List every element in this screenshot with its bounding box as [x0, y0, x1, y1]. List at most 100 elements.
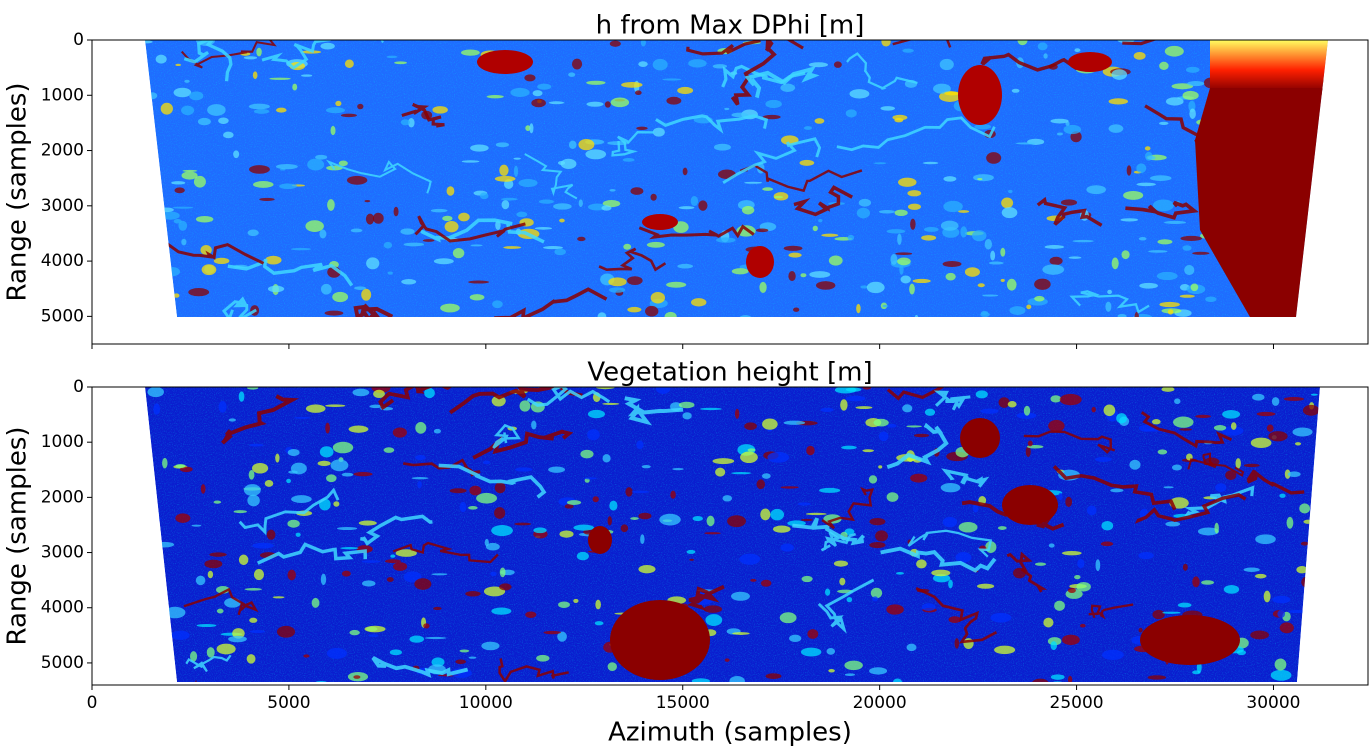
- image-texture: [145, 218, 151, 231]
- image-texture: [586, 101, 604, 107]
- image-texture: [780, 83, 796, 92]
- image-texture: [1164, 220, 1187, 225]
- image-texture: [974, 124, 992, 130]
- image-texture: [341, 472, 354, 477]
- image-texture: [338, 160, 348, 167]
- image-texture: [386, 577, 394, 583]
- image-texture: [372, 212, 384, 224]
- image-texture: [958, 521, 978, 533]
- image-texture: [1179, 294, 1195, 298]
- image-texture: [172, 206, 194, 209]
- image-texture: [482, 460, 491, 465]
- image-texture: [700, 407, 722, 411]
- image-texture: [869, 517, 886, 526]
- image-texture: [670, 490, 676, 499]
- image-texture: [886, 492, 899, 502]
- image-texture: [882, 304, 889, 308]
- image-texture: [1266, 424, 1274, 432]
- image-texture: [424, 387, 435, 399]
- image-texture: [886, 229, 906, 234]
- image-texture: [554, 248, 566, 256]
- image-texture: [1167, 309, 1174, 315]
- image-texture: [1243, 463, 1260, 468]
- image-texture: [191, 524, 202, 527]
- image-texture: [994, 645, 1016, 655]
- image-texture: [559, 218, 565, 223]
- image-texture: [1068, 256, 1082, 259]
- image: [145, 40, 1350, 347]
- image-texture: [252, 462, 269, 474]
- image-texture: [878, 465, 883, 469]
- image-texture: [175, 513, 191, 523]
- image-texture: [209, 552, 227, 557]
- image-texture: [1268, 431, 1288, 442]
- image-texture: [1334, 281, 1341, 293]
- image-texture: [750, 578, 757, 582]
- y-tick-label: 3000: [41, 196, 84, 216]
- image-texture: [1337, 167, 1350, 179]
- x-tick-label: 10000: [459, 693, 513, 713]
- image-texture: [499, 567, 506, 578]
- image-texture: [858, 198, 872, 207]
- image-texture: [1117, 336, 1132, 344]
- image-texture: [869, 667, 888, 675]
- x-tick-label: 5000: [267, 693, 310, 713]
- image-texture: [446, 186, 455, 196]
- image-texture: [1189, 108, 1196, 119]
- image-texture: [1184, 264, 1195, 276]
- image-texture: [703, 605, 723, 613]
- image-texture: [248, 470, 255, 480]
- image-channel: [261, 40, 331, 70]
- image-texture: [494, 175, 516, 182]
- image-texture: [1333, 181, 1342, 188]
- image-texture: [659, 513, 681, 526]
- image-channel: [526, 387, 611, 407]
- image-texture: [432, 106, 448, 114]
- image-texture: [518, 178, 538, 188]
- y-axis-label: Range (samples): [3, 426, 33, 645]
- image-texture: [1147, 675, 1167, 680]
- image-texture: [193, 175, 206, 188]
- image-texture: [645, 305, 659, 317]
- image-texture: [1110, 488, 1124, 493]
- image-texture: [1059, 393, 1082, 406]
- image-channel: [325, 159, 432, 194]
- image-texture: [907, 190, 922, 197]
- image-texture: [601, 205, 612, 211]
- image-texture: [1262, 341, 1277, 344]
- image-texture: [1006, 278, 1017, 291]
- image-texture: [862, 449, 875, 453]
- image-texture: [1179, 337, 1200, 347]
- image-texture: [652, 127, 665, 137]
- image-texture: [713, 143, 731, 151]
- image-texture: [806, 445, 815, 456]
- image-texture: [1302, 404, 1320, 416]
- image-texture: [325, 404, 346, 408]
- image-texture: [383, 447, 395, 453]
- image-texture: [607, 662, 617, 672]
- image-texture: [1111, 69, 1128, 80]
- image-texture: [868, 475, 878, 484]
- image-channel: [907, 529, 993, 558]
- image-texture: [933, 83, 951, 94]
- image-channel: [836, 116, 996, 152]
- image-texture: [807, 629, 819, 639]
- image-texture: [608, 277, 627, 287]
- image-texture: [631, 490, 650, 494]
- image-texture: [975, 390, 988, 399]
- image-texture: [305, 404, 326, 413]
- image-texture: [1136, 163, 1147, 174]
- image-channel: [183, 587, 259, 616]
- image-texture: [577, 236, 586, 242]
- image-texture: [1016, 412, 1037, 419]
- image-channel: [221, 296, 257, 317]
- image-texture: [845, 109, 857, 118]
- image-texture: [510, 87, 530, 98]
- image-texture: [1225, 470, 1237, 481]
- image-channel: [494, 287, 608, 317]
- image-texture: [1197, 527, 1220, 536]
- image-texture: [1339, 635, 1354, 643]
- image-texture: [799, 159, 815, 166]
- image-texture: [213, 500, 222, 504]
- image-texture: [249, 617, 258, 623]
